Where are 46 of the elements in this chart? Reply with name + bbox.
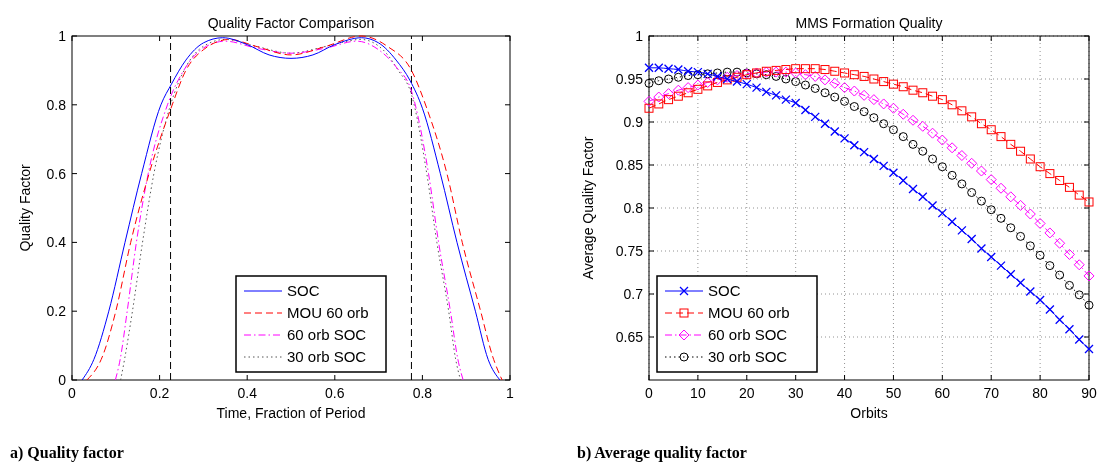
x-tick-label: 90	[1081, 385, 1097, 401]
x-tick-label: 30	[787, 385, 804, 401]
y-tick-label: 0.7	[623, 286, 644, 302]
x-tick-label: 60	[934, 385, 951, 401]
x-tick-label: 0.6	[325, 385, 345, 401]
y-tick-label: 0.2	[46, 303, 67, 320]
legend-label: MOU 60 orb	[708, 304, 790, 321]
x-tick-label: 1	[506, 385, 515, 401]
y-tick-label: 1	[635, 28, 644, 44]
x-tick-label: 0	[645, 385, 654, 401]
x-tick-label: 80	[1032, 385, 1049, 401]
legend-label: SOC	[708, 282, 741, 299]
y-axis-title: Average Quality Factor	[580, 136, 596, 280]
x-tick-label: 40	[836, 385, 853, 401]
x-tick-label: 0.2	[149, 385, 170, 401]
y-tick-label: 0.8	[46, 96, 67, 113]
y-axis-title: Quality Factor	[17, 164, 33, 252]
x-axis-title: Orbits	[850, 405, 888, 421]
y-tick-label: 0.9	[623, 114, 644, 130]
y-tick-label: 0.8	[623, 200, 644, 216]
y-tick-label: 1	[58, 28, 67, 44]
chart-title: MMS Formation Quality	[795, 15, 943, 31]
x-tick-label: 0.8	[412, 385, 433, 401]
y-tick-label: 0.85	[615, 157, 644, 173]
y-tick-label: 0.75	[615, 243, 644, 259]
legend-label: 60 orb SOC	[708, 326, 788, 343]
legend-label: 60 orb SOC	[287, 326, 367, 343]
x-tick-label: 10	[690, 385, 706, 401]
y-tick-label: 0.6	[46, 165, 67, 182]
chart-title: Quality Factor Comparison	[207, 15, 375, 31]
x-axis-title: Time, Fraction of Period	[216, 405, 366, 421]
legend-label: 30 orb SOC	[708, 348, 788, 365]
x-tick-label: 70	[983, 385, 1000, 401]
legend-label: 30 orb SOC	[287, 348, 367, 365]
text: b) Average quality factor	[577, 444, 747, 462]
legend-label: SOC	[287, 282, 320, 299]
x-tick-label: 50	[885, 385, 902, 401]
y-tick-label: 0	[58, 372, 67, 388]
x-tick-label: 0.4	[237, 385, 258, 401]
legend-label: MOU 60 orb	[287, 304, 369, 321]
x-tick-label: 20	[738, 385, 755, 401]
text: a) Quality factor	[10, 444, 124, 462]
y-tick-label: 0.65	[615, 329, 644, 345]
y-tick-label: 0.95	[615, 71, 644, 87]
y-tick-label: 0.4	[46, 234, 67, 251]
x-tick-label: 0	[68, 385, 77, 401]
